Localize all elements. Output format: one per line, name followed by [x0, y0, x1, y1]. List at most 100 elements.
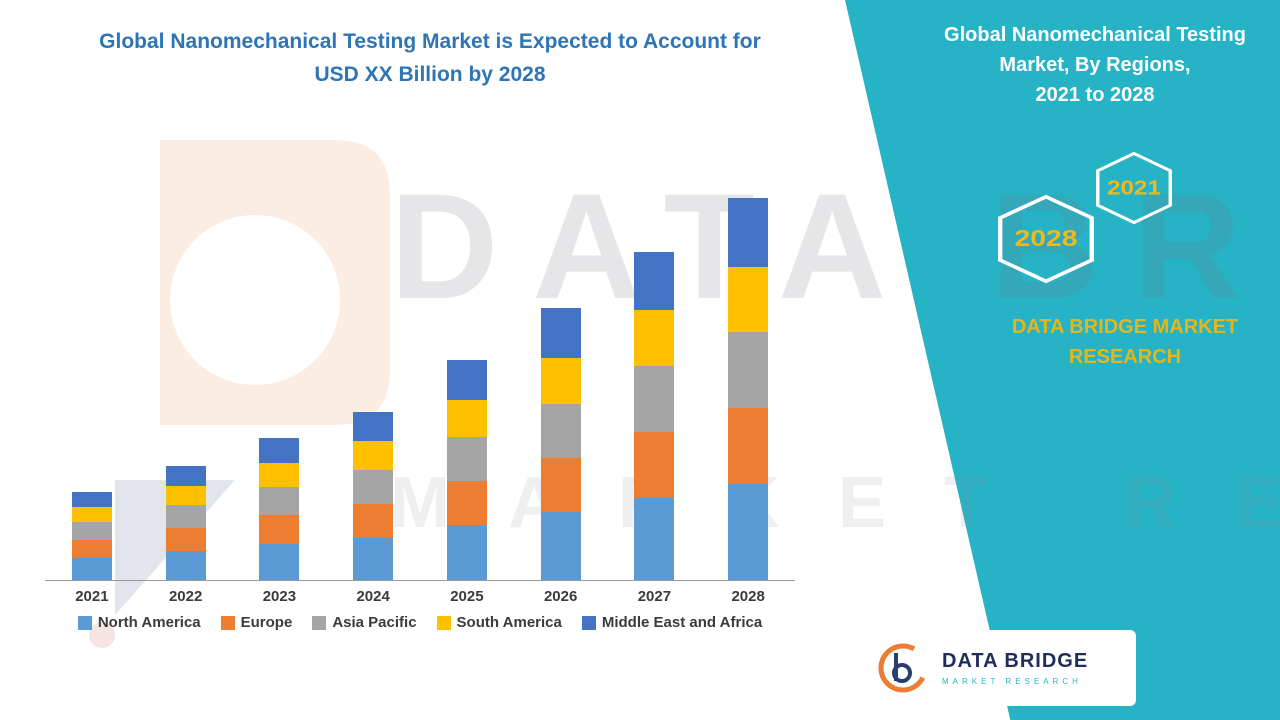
bar-column	[514, 308, 608, 580]
bar-column	[701, 198, 795, 580]
bar-segment-europe	[728, 408, 769, 484]
bar-segment-europe	[165, 528, 206, 551]
bar-stack-2025	[446, 360, 487, 580]
bar-segment-south-america	[165, 486, 206, 505]
bar-segment-south-america	[728, 267, 769, 332]
x-axis-label: 2023	[262, 588, 297, 605]
side-panel-title: Global Nanomechanical Testing Market, By…	[920, 20, 1270, 110]
bar-stack-2024	[353, 412, 394, 580]
bar-segment-north-america	[634, 498, 675, 580]
bar-segment-europe	[71, 540, 112, 558]
logo-name: DATA BRIDGE	[942, 650, 1089, 672]
legend-label: Europe	[240, 614, 293, 631]
bar-segment-europe	[446, 481, 487, 525]
bar-segment-asia-pacific	[259, 487, 300, 515]
legend-label: Middle East and Africa	[601, 614, 763, 631]
logo-tagline: MARKET RESEARCH	[942, 677, 1082, 686]
side-panel-title-line1: Global Nanomechanical Testing	[944, 24, 1246, 46]
legend-label: Asia Pacific	[332, 614, 417, 631]
bar-segment-asia-pacific	[353, 470, 394, 504]
bar-segment-middle-east-and-africa	[446, 360, 487, 400]
legend-item: Middle East and Africa	[581, 614, 763, 631]
bar-segment-south-america	[353, 441, 394, 470]
bar-segment-north-america	[259, 544, 300, 580]
bar-segment-north-america	[165, 551, 206, 580]
x-axis-label: 2022	[168, 588, 203, 605]
legend-swatch	[436, 615, 451, 630]
bar-column	[420, 360, 514, 580]
bar-segment-middle-east-and-africa	[165, 466, 206, 486]
bar-column	[326, 412, 420, 580]
logo-card: DATA BRIDGE MARKET RESEARCH	[866, 630, 1136, 706]
hexagon-badge-2021: 2021	[1096, 151, 1172, 225]
bar-stack-2021	[71, 492, 112, 580]
brand-text: DATA BRIDGE MARKET RESEARCH	[955, 312, 1280, 372]
chart-title-line2: USD XX Billion by 2028	[314, 62, 546, 86]
bar-segment-south-america	[446, 400, 487, 437]
bar-segment-north-america	[446, 525, 487, 580]
brand-text-line2: RESEARCH	[1068, 346, 1182, 368]
bar-segment-north-america	[71, 558, 112, 580]
x-axis-label: 2025	[450, 588, 484, 605]
chart-title: Global Nanomechanical Testing Market is …	[60, 26, 800, 91]
legend-swatch	[77, 615, 92, 630]
bar-segment-middle-east-and-africa	[540, 308, 581, 358]
x-axis-label: 2028	[731, 588, 765, 605]
bar-segment-asia-pacific	[446, 437, 487, 481]
bar-column	[233, 438, 327, 580]
bar-segment-middle-east-and-africa	[634, 252, 675, 310]
brand-text-line1: DATA BRIDGE MARKET	[1011, 316, 1239, 338]
legend-item: Europe	[220, 614, 293, 631]
bar-stack-2028	[728, 198, 769, 580]
bar-column	[608, 252, 702, 580]
chart-title-line1: Global Nanomechanical Testing Market is …	[99, 30, 761, 53]
bar-segment-asia-pacific	[634, 366, 675, 432]
bar-segment-asia-pacific	[728, 332, 769, 408]
bar-segment-south-america	[634, 310, 675, 366]
bar-stack-2023	[259, 438, 300, 580]
plot-area	[45, 185, 795, 581]
legend-item: Asia Pacific	[312, 614, 417, 631]
bar-segment-europe	[634, 432, 675, 498]
legend-item: North America	[77, 614, 201, 631]
bar-segment-north-america	[353, 538, 394, 580]
x-axis-label: 2021	[75, 588, 109, 605]
legend: North America Europe Asia Pacific South Ame…	[45, 614, 795, 631]
bar-segment-middle-east-and-africa	[728, 198, 769, 267]
x-axis-label: 2026	[543, 588, 578, 605]
bar-segment-asia-pacific	[540, 404, 581, 458]
bar-segment-south-america	[71, 507, 112, 522]
bar-column	[45, 492, 139, 580]
hexagon-badge-2028: 2028	[998, 194, 1094, 284]
bar-stack-2022	[165, 466, 206, 580]
data-bridge-logo-icon	[878, 643, 928, 693]
legend-swatch	[220, 615, 235, 630]
bar-segment-middle-east-and-africa	[71, 492, 112, 507]
bar-segment-europe	[540, 458, 581, 512]
bar-column	[139, 466, 233, 580]
bar-segment-middle-east-and-africa	[259, 438, 300, 463]
bar-stack-2027	[634, 252, 675, 580]
x-axis-labels: 2021 2022 2023 2024 2025 2026 2027 2028	[45, 588, 795, 605]
legend-swatch	[581, 615, 596, 630]
bar-segment-middle-east-and-africa	[353, 412, 394, 441]
legend-swatch	[312, 615, 327, 630]
x-axis-label: 2024	[356, 588, 390, 605]
legend-label: North America	[97, 614, 201, 631]
bar-segment-europe	[353, 504, 394, 538]
side-panel-title-line3: 2021 to 2028	[1035, 84, 1155, 106]
legend-item: South America	[436, 614, 562, 631]
bar-segment-north-america	[540, 512, 581, 580]
bar-segment-north-america	[728, 484, 769, 580]
bar-stack-2026	[540, 308, 581, 580]
bar-segment-south-america	[540, 358, 581, 404]
side-panel-title-line2: Market, By Regions,	[999, 54, 1191, 76]
bar-segment-europe	[259, 515, 300, 544]
hexagon-year-2021: 2021	[1107, 176, 1161, 199]
x-axis-label: 2027	[637, 588, 672, 605]
hexagon-year-2028: 2028	[1014, 227, 1077, 252]
bar-segment-asia-pacific	[165, 505, 206, 528]
bar-segment-asia-pacific	[71, 522, 112, 540]
legend-label: South America	[456, 614, 562, 631]
